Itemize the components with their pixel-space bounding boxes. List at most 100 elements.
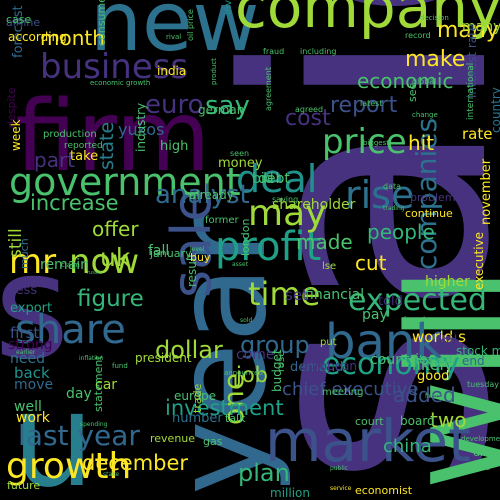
cloud-word: high [160, 139, 189, 154]
cloud-word: sold [240, 317, 253, 324]
cloud-word: stake [103, 471, 120, 478]
cloud-word: fall [148, 243, 170, 259]
cloud-word: oil price [186, 9, 195, 41]
cloud-word: production [43, 129, 97, 140]
cloud-word: seen [230, 149, 250, 158]
cloud-word: reported [64, 141, 103, 151]
cloud-word: yukos [118, 120, 165, 139]
cloud-word: much [18, 238, 31, 269]
cloud-word: fund [112, 362, 128, 370]
cloud-word: many [462, 19, 500, 35]
cloud-word: likely [412, 355, 454, 374]
cloud-word: move [14, 377, 54, 393]
cloud-word: s [0, 223, 70, 392]
cloud-word: people [367, 220, 435, 244]
cloud-word: data [383, 182, 402, 191]
cloud-word: back [14, 364, 50, 382]
cloud-word: two [430, 408, 467, 432]
cloud-word: economic [357, 69, 454, 93]
cloud-word: continue [405, 207, 453, 220]
cloud-word: remain [40, 257, 90, 273]
cloud-word: profit [215, 224, 322, 270]
cloud-word: former [205, 215, 239, 226]
cloud-word: earlier [16, 349, 36, 356]
cloud-word: announced [224, 369, 263, 377]
cloud-word: rise [345, 173, 415, 217]
cloud-word: investor [223, 0, 234, 15]
cloud-word: deal [236, 157, 318, 201]
cloud-word: already [189, 188, 234, 202]
cloud-word: cost [285, 106, 331, 131]
cloud-word: trading [383, 205, 405, 212]
cloud-word: chief executive [282, 379, 419, 400]
cloud-word: court [355, 415, 384, 428]
cloud-word: china [383, 436, 432, 457]
cloud-word: countries [370, 352, 436, 368]
cloud-word: higher [425, 274, 470, 290]
cloud-word: export [10, 301, 53, 316]
cloud-word: economist [355, 484, 413, 497]
cloud-word: world s [412, 328, 466, 346]
cloud-word: industry [134, 102, 148, 152]
cloud-word: say [205, 91, 250, 121]
cloud-word: europe [174, 389, 216, 403]
cloud-word: price [322, 122, 407, 162]
cloud-word: strong [8, 337, 53, 353]
cloud-word: january [150, 247, 192, 260]
cloud-word: figure [77, 286, 144, 312]
cloud-word: number [172, 411, 223, 426]
cloud-word: level [190, 246, 205, 253]
cloud-word: offer [92, 217, 139, 241]
cloud-word: financial [305, 287, 365, 303]
cloud-word: analyst [155, 180, 250, 210]
cloud-word: economy [322, 347, 460, 382]
cloud-word: week [9, 119, 23, 151]
cloud-word: end [462, 354, 485, 368]
cloud-word: december [82, 451, 189, 475]
cloud-word: hit [408, 131, 435, 155]
cloud-word: job [236, 363, 269, 387]
cloud-word: latest [360, 99, 383, 108]
cloud-word: share [15, 307, 126, 353]
cloud-word: work [16, 410, 50, 426]
cloud-word: added [393, 383, 456, 407]
cloud-word: stock market [456, 344, 500, 358]
cloud-word: based [419, 353, 453, 366]
cloud-word: face [475, 464, 490, 472]
cloud-word: bank [325, 314, 444, 370]
cloud-word: november [479, 158, 494, 225]
cloud-word: company [235, 0, 500, 41]
cloud-word: part [34, 148, 76, 172]
cloud-word: take [70, 149, 99, 164]
cloud-word: revenue [150, 432, 196, 445]
cloud-word: inflation [79, 355, 104, 362]
cloud-word: president [135, 351, 192, 365]
cloud-word: market [265, 407, 471, 475]
cloud-word: report [330, 93, 398, 118]
cloud-word: future [7, 479, 41, 492]
cloud-word: spending [80, 421, 108, 428]
cloud-word: saying [272, 195, 299, 204]
cloud-word: told [378, 294, 403, 309]
cloud-word: dollar [155, 336, 223, 364]
cloud-word: product [210, 58, 218, 85]
cloud-word: trade [191, 383, 204, 413]
cloud-word: oil [440, 332, 458, 350]
cloud-word: shareholder [272, 197, 356, 213]
cloud-word: plan [238, 459, 290, 487]
cloud-word: agreed [295, 105, 324, 114]
cloud-word: statement [92, 355, 105, 412]
cloud-word: director [473, 446, 500, 459]
cloud-word: pay [362, 307, 388, 323]
cloud-word: need [10, 351, 45, 367]
cloud-word: make [405, 47, 466, 72]
cloud-word: mr [9, 242, 57, 282]
cloud-word: month [40, 26, 105, 50]
cloud-word: international [466, 62, 476, 120]
cloud-word: investment [165, 396, 284, 420]
cloud-word: boost [404, 315, 427, 324]
cloud-word: board [400, 414, 435, 428]
cloud-word: european [300, 359, 357, 373]
cloud-word: fraud [263, 47, 285, 56]
